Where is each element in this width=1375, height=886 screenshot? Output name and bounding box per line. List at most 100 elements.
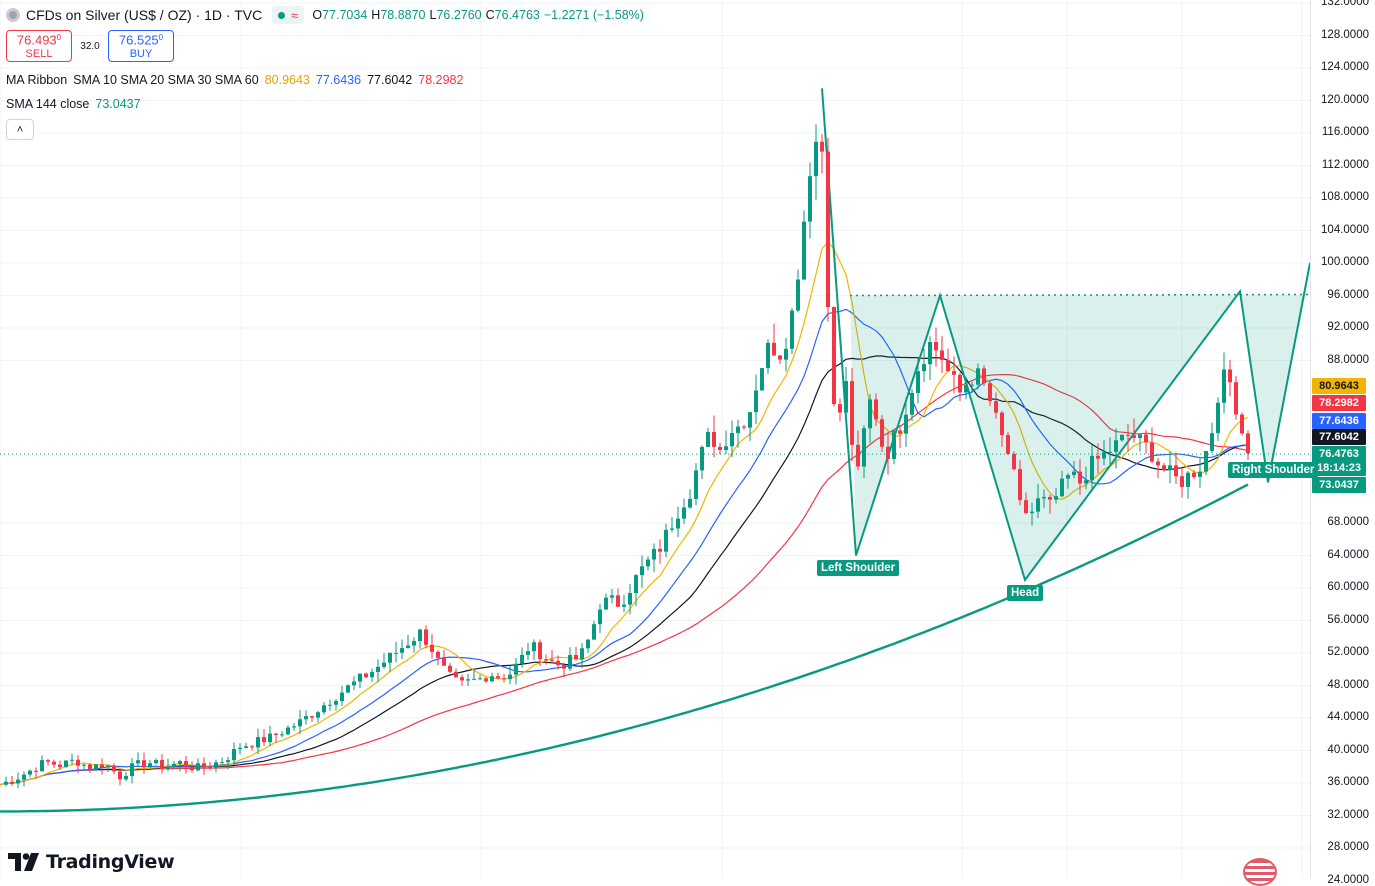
candle-body — [538, 642, 542, 660]
candle-body — [856, 444, 860, 467]
sma144-legend[interactable]: SMA 144 close 73.0437 — [6, 97, 147, 111]
candle-body — [646, 559, 650, 567]
candle-body — [202, 763, 206, 767]
candle-body — [1234, 382, 1238, 415]
candle-body — [268, 733, 272, 743]
candle-body — [622, 604, 626, 607]
right-shoulder-label[interactable]: Right Shoulder — [1228, 462, 1319, 478]
candle-body — [280, 734, 284, 736]
candle-body — [1024, 500, 1028, 514]
candle-body — [148, 763, 152, 768]
candle-body — [214, 762, 218, 768]
sma10-line — [0, 241, 1249, 786]
symbol-row: CFDs on Silver (US$ / OZ) · 1D · TVC ≈ O… — [6, 6, 644, 24]
candle-body — [256, 737, 260, 748]
candle-body — [664, 529, 668, 552]
candle-body — [1156, 461, 1160, 466]
candle-body — [844, 381, 848, 413]
candle-body — [700, 446, 704, 471]
candle-body — [742, 426, 746, 428]
candle-body — [22, 774, 26, 780]
ohlc-value-c: 76.4763 — [494, 8, 540, 22]
candle-body — [1114, 440, 1118, 452]
candle-body — [904, 414, 908, 434]
candle-body — [376, 666, 380, 672]
tradingview-logo[interactable]: TradingView — [8, 851, 175, 873]
candle-body — [418, 629, 422, 642]
candle-body — [448, 665, 452, 672]
candle-body — [1084, 480, 1088, 484]
price-axis-tick: 96.0000 — [1327, 288, 1369, 301]
candle-body — [352, 681, 356, 686]
candle-body — [76, 759, 80, 766]
price-axis-tick: 56.0000 — [1327, 613, 1369, 626]
candle-body — [898, 430, 902, 434]
price-axis-tick: 116.0000 — [1321, 126, 1369, 138]
candle-body — [880, 419, 884, 447]
collapse-legend-button[interactable]: ˄ — [6, 119, 34, 140]
trade-row: 76.4930 SELL 32.0 76.5250 BUY — [6, 30, 174, 62]
candlestick-series — [4, 124, 1250, 789]
buy-label: BUY — [129, 48, 153, 61]
candle-body — [1132, 435, 1136, 438]
head-label[interactable]: Head — [1007, 585, 1044, 601]
candle-body — [886, 446, 890, 459]
candle-body — [166, 766, 170, 769]
candle-body — [970, 384, 974, 386]
ohlc-values: O77.7034 H78.8870 L76.2760 C76.4763 −1.2271 … — [312, 8, 644, 22]
price-axis-tick: 40.0000 — [1327, 743, 1369, 756]
candle-body — [304, 716, 308, 720]
price-axis-tick: 48.0000 — [1327, 678, 1369, 691]
candle-body — [460, 677, 464, 681]
candle-body — [58, 764, 62, 768]
candle-body — [994, 401, 998, 413]
candle-body — [634, 575, 638, 594]
left-shoulder-label[interactable]: Left Shoulder — [817, 560, 900, 576]
chevron-up-icon: ˄ — [16, 123, 24, 136]
candle-body — [358, 673, 362, 682]
candle-body — [934, 342, 938, 351]
candle-body — [472, 678, 476, 680]
symbol-title[interactable]: CFDs on Silver (US$ / OZ) · 1D · TVC — [26, 7, 263, 23]
price-tag-1: 78.2982 — [1312, 395, 1366, 411]
price-axis-tick: 100.0000 — [1321, 256, 1369, 268]
candle-body — [676, 518, 680, 529]
candle-body — [328, 704, 332, 706]
candle-body — [910, 392, 914, 415]
candle-body — [544, 659, 548, 661]
pattern-line[interactable] — [821, 88, 1311, 583]
candle-body — [1180, 476, 1184, 487]
candle-body — [556, 660, 560, 666]
candle-body — [496, 676, 500, 679]
candle-body — [238, 747, 242, 749]
candle-body — [154, 760, 158, 764]
buy-button[interactable]: 76.5250 BUY — [108, 30, 174, 62]
candle-body — [220, 762, 224, 764]
sma144-label: SMA 144 close — [6, 97, 90, 111]
candle-body — [982, 368, 986, 384]
candle-body — [364, 673, 368, 678]
candle-body — [610, 595, 614, 598]
candle-body — [382, 662, 386, 667]
candle-body — [520, 654, 524, 664]
sell-button[interactable]: 76.4930 SELL — [6, 30, 72, 62]
candle-body — [1198, 471, 1202, 478]
market-status[interactable]: ≈ — [272, 6, 305, 24]
candle-body — [196, 763, 200, 771]
ma-ribbon-label: MA Ribbon — [6, 73, 68, 87]
candle-body — [100, 764, 104, 768]
candle-body — [28, 770, 32, 775]
candle-body — [46, 760, 50, 762]
candle-body — [106, 765, 110, 768]
candle-body — [1210, 433, 1214, 451]
price-axis-tick: 88.0000 — [1327, 353, 1369, 366]
ma-ribbon-value-3: 78.2982 — [418, 73, 464, 87]
ma-ribbon-legend[interactable]: MA Ribbon SMA 10 SMA 20 SMA 30 SMA 60 80… — [6, 73, 469, 87]
us-flag-icon[interactable] — [1243, 858, 1277, 886]
price-axis-tick: 44.0000 — [1327, 711, 1369, 723]
candle-body — [40, 760, 44, 772]
candle-body — [1120, 434, 1124, 441]
price-tag-5: 18:14:23 — [1312, 460, 1366, 476]
spread-value: 32.0 — [80, 40, 100, 52]
